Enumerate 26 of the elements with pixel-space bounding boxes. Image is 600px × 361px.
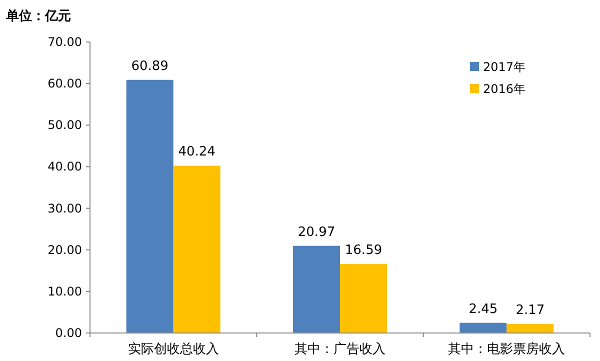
y-tick-label: 10.00	[48, 284, 82, 298]
data-label: 2.17	[516, 302, 545, 318]
data-label: 16.59	[344, 243, 382, 258]
legend-label: 2017年	[483, 60, 526, 74]
bar	[506, 324, 554, 333]
y-tick-label: 50.00	[48, 118, 82, 132]
y-axis-title: 单位：亿元	[5, 8, 71, 24]
data-label: 2.45	[468, 302, 498, 317]
y-tick-label: 70.00	[48, 35, 82, 49]
x-tick-label: 其中：电影票房收入	[448, 341, 566, 357]
bar	[173, 166, 220, 333]
bar	[460, 322, 507, 333]
x-tick-label: 其中：广告收入	[294, 342, 386, 357]
bar	[126, 80, 174, 333]
data-label: 40.24	[178, 144, 216, 160]
bar	[340, 264, 387, 333]
y-tick-label: 40.00	[48, 160, 82, 174]
y-tick-label: 0.00	[55, 326, 82, 340]
y-tick-label: 20.00	[48, 242, 82, 257]
y-tick-label: 60.00	[48, 76, 82, 91]
x-tick-label: 实际创收总收入	[128, 342, 219, 357]
data-label: 60.89	[131, 58, 168, 74]
data-label: 20.97	[298, 224, 336, 240]
y-tick-label: 30.00	[48, 201, 82, 216]
bar	[293, 246, 340, 333]
legend-label: 2016年	[483, 82, 526, 96]
